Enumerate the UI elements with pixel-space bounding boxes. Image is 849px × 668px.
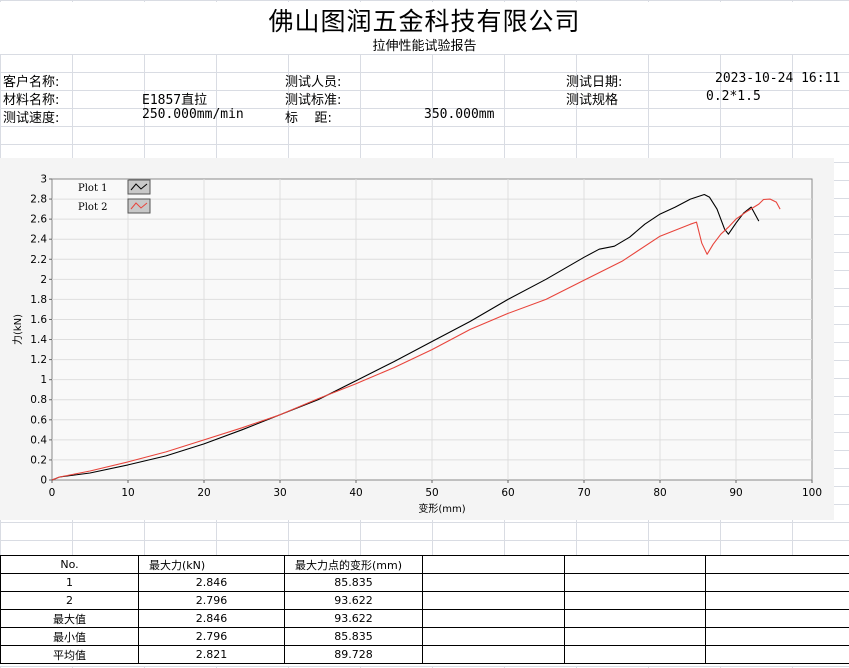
legend-label: Plot 1 <box>78 183 108 194</box>
y-tick-label: 1 <box>40 374 47 386</box>
x-tick-label: 90 <box>729 487 742 499</box>
y-tick-label: 1.6 <box>30 314 47 326</box>
table-cell <box>422 627 565 646</box>
table-cell: 2.796 <box>138 627 285 646</box>
table-cell: 85.835 <box>284 573 423 592</box>
date-value: 2023-10-24 16:11 <box>715 71 841 86</box>
table-cell: 最大值 <box>0 609 139 628</box>
y-tick-label: 3 <box>40 174 47 186</box>
y-tick-label: 0.2 <box>30 454 47 466</box>
legend-label: Plot 2 <box>78 202 108 213</box>
table-cell <box>422 645 565 664</box>
table-row: 最大值 2.846 93.622 <box>0 609 849 628</box>
table-cell <box>564 591 706 610</box>
table-cell <box>705 591 849 610</box>
table-cell: 93.622 <box>284 609 423 628</box>
table-header-cell <box>705 555 849 574</box>
table-cell: 2.821 <box>138 645 285 664</box>
y-tick-label: 2.4 <box>30 234 47 246</box>
table-cell <box>422 591 565 610</box>
y-tick-label: 0 <box>40 475 47 487</box>
y-tick-label: 2 <box>40 274 47 286</box>
x-tick-label: 50 <box>425 487 438 499</box>
table-cell: 85.835 <box>284 627 423 646</box>
table-row: 2 2.796 93.622 <box>0 591 849 610</box>
x-tick-label: 60 <box>501 487 514 499</box>
table-cell <box>705 573 849 592</box>
table-cell: 93.622 <box>284 591 423 610</box>
legend-swatch-line <box>130 202 148 210</box>
table-cell <box>422 609 565 628</box>
y-tick-label: 1.4 <box>30 334 47 346</box>
table-cell <box>564 645 706 664</box>
spec-value: 0.2*1.5 <box>706 89 761 104</box>
y-tick-label: 0.8 <box>30 394 47 406</box>
table-cell <box>705 627 849 646</box>
table-row: 1 2.846 85.835 <box>0 573 849 592</box>
tensile-chart: 0 0.2 0.4 0.6 0.8 1 1.2 1.4 1.6 1.8 2 2.2 2.4 2.6 2.8 3… <box>0 158 834 520</box>
material-value: E1857直拉 <box>142 93 208 108</box>
table-cell: 1 <box>0 573 139 592</box>
legend-swatch-line <box>130 183 148 191</box>
spec-label: 测试规格 <box>566 93 619 108</box>
y-tick-label: 1.8 <box>30 294 47 306</box>
customer-label: 客户名称: <box>3 75 60 90</box>
speed-label: 测试速度: <box>3 111 60 126</box>
y-axis-label: 力(kN) <box>11 314 24 345</box>
table-cell: 2.846 <box>138 573 285 592</box>
y-tick-label: 2.8 <box>30 194 47 206</box>
x-tick-label: 30 <box>273 487 286 499</box>
x-tick-label: 10 <box>121 487 134 499</box>
gauge-label: 标 距: <box>285 111 332 126</box>
x-tick-label: 70 <box>577 487 590 499</box>
y-tick-label: 1.2 <box>30 354 47 366</box>
table-cell: 89.728 <box>284 645 423 664</box>
table-header-cell: 最大力(kN) <box>138 555 285 574</box>
table-header-cell: No. <box>0 555 139 574</box>
x-tick-label: 40 <box>349 487 362 499</box>
y-tick-label: 0.6 <box>30 414 47 426</box>
tester-label: 测试人员: <box>285 75 342 90</box>
material-label: 材料名称: <box>3 93 60 108</box>
table-cell: 2 <box>0 591 139 610</box>
table-cell <box>564 573 706 592</box>
x-tick-label: 0 <box>49 487 56 499</box>
table-header-row: No. 最大力(kN) 最大力点的变形(mm) <box>0 555 849 574</box>
table-cell: 2.846 <box>138 609 285 628</box>
table-header-cell: 最大力点的变形(mm) <box>284 555 423 574</box>
table-cell: 2.796 <box>138 591 285 610</box>
date-label: 测试日期: <box>566 75 623 90</box>
table-cell <box>422 573 565 592</box>
table-row: 最小值 2.796 85.835 <box>0 627 849 646</box>
x-tick-label: 100 <box>802 487 822 499</box>
y-tick-label: 2.2 <box>30 254 47 266</box>
standard-label: 测试标准: <box>285 93 342 108</box>
chart-svg: 0 0.2 0.4 0.6 0.8 1 1.2 1.4 1.6 1.8 2 2.2 2.4 2.6 2.8 3… <box>11 174 822 516</box>
gauge-value: 350.000mm <box>424 107 495 122</box>
table-row: 平均值 2.821 89.728 <box>0 645 849 664</box>
table-cell: 平均值 <box>0 645 139 664</box>
table-header-cell <box>422 555 565 574</box>
results-table: No. 最大力(kN) 最大力点的变形(mm) 1 2.846 85.835 2 2.796 9… <box>0 555 849 664</box>
series-line-1 <box>51 193 760 481</box>
y-tick-label: 2.6 <box>30 214 47 226</box>
report-title: 拉伸性能试验报告 <box>0 35 849 54</box>
x-tick-label: 20 <box>197 487 210 499</box>
x-axis-label: 变形(mm) <box>418 502 465 515</box>
y-tick-label: 0.4 <box>30 434 47 446</box>
x-tick-label: 80 <box>653 487 666 499</box>
table-cell: 最小值 <box>0 627 139 646</box>
table-cell <box>564 627 706 646</box>
results-table-wrap: No. 最大力(kN) 最大力点的变形(mm) 1 2.846 85.835 2 2.796 9… <box>0 555 849 666</box>
table-cell <box>705 645 849 664</box>
company-title: 佛山图润五金科技有限公司 <box>0 2 849 38</box>
table-cell <box>564 609 706 628</box>
series-line-2 <box>51 198 781 481</box>
table-cell <box>705 609 849 628</box>
speed-value: 250.000mm/min <box>142 107 244 122</box>
table-header-cell <box>564 555 706 574</box>
